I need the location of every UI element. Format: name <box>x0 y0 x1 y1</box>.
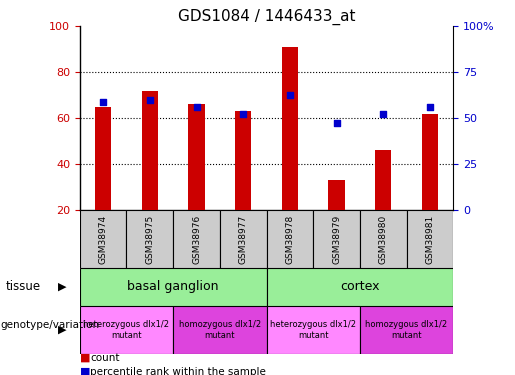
Point <box>332 120 340 126</box>
Bar <box>220 210 267 268</box>
Point <box>146 97 154 103</box>
Text: genotype/variation: genotype/variation <box>0 321 99 330</box>
Bar <box>406 210 453 268</box>
Bar <box>422 114 438 210</box>
Bar <box>282 47 298 210</box>
Title: GDS1084 / 1446433_at: GDS1084 / 1446433_at <box>178 9 355 25</box>
Bar <box>313 210 360 268</box>
Bar <box>173 210 220 268</box>
Text: GSM38976: GSM38976 <box>192 214 201 264</box>
Point <box>193 104 201 110</box>
Text: GSM38974: GSM38974 <box>99 214 108 264</box>
Text: tissue: tissue <box>5 280 40 293</box>
Text: ▶: ▶ <box>58 282 66 292</box>
Text: GSM38979: GSM38979 <box>332 214 341 264</box>
Bar <box>80 306 173 354</box>
Text: ▶: ▶ <box>58 325 66 335</box>
Text: heterozygous dlx1/2
mutant: heterozygous dlx1/2 mutant <box>83 320 169 340</box>
Bar <box>267 210 313 268</box>
Bar <box>80 210 127 268</box>
Text: GSM38978: GSM38978 <box>285 214 295 264</box>
Bar <box>267 306 360 354</box>
Bar <box>188 104 204 210</box>
Text: percentile rank within the sample: percentile rank within the sample <box>90 367 266 375</box>
Text: GSM38977: GSM38977 <box>238 214 248 264</box>
Text: ■: ■ <box>80 353 90 363</box>
Point <box>239 111 247 117</box>
Text: count: count <box>90 353 119 363</box>
Point <box>379 111 387 117</box>
Text: cortex: cortex <box>340 280 380 293</box>
Bar <box>360 210 406 268</box>
Bar <box>80 268 267 306</box>
Text: heterozygous dlx1/2
mutant: heterozygous dlx1/2 mutant <box>270 320 356 340</box>
Bar <box>235 111 251 210</box>
Text: basal ganglion: basal ganglion <box>127 280 219 293</box>
Point <box>426 104 434 110</box>
Bar <box>267 268 453 306</box>
Bar <box>127 210 173 268</box>
Bar <box>95 106 111 210</box>
Bar <box>329 180 345 210</box>
Text: GSM38981: GSM38981 <box>425 214 434 264</box>
Text: GSM38980: GSM38980 <box>379 214 388 264</box>
Bar <box>360 306 453 354</box>
Point <box>99 99 107 105</box>
Bar <box>173 306 267 354</box>
Text: ■: ■ <box>80 367 90 375</box>
Point <box>286 92 294 98</box>
Text: homozygous dlx1/2
mutant: homozygous dlx1/2 mutant <box>366 320 448 340</box>
Text: homozygous dlx1/2
mutant: homozygous dlx1/2 mutant <box>179 320 261 340</box>
Bar <box>375 150 391 210</box>
Text: GSM38975: GSM38975 <box>145 214 154 264</box>
Bar <box>142 91 158 210</box>
